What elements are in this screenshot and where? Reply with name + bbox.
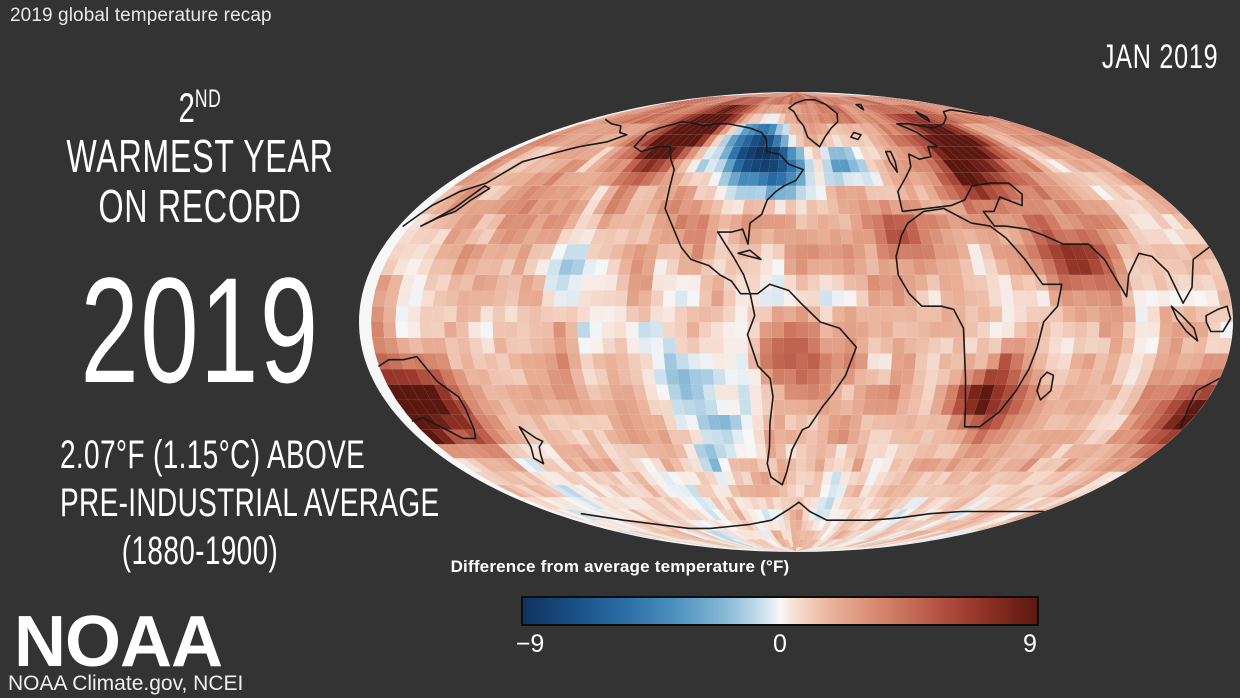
colorbar-tick-max: 9 bbox=[1023, 630, 1037, 658]
colorbar-gradient bbox=[521, 596, 1039, 626]
anomaly-line-1: 2.07°F (1.15°C) ABOVE bbox=[60, 433, 366, 477]
coastlines bbox=[378, 99, 1232, 530]
page-title: 2019 global temperature recap bbox=[10, 5, 272, 26]
rank-line-2: WARMEST YEAR bbox=[66, 130, 334, 182]
anomaly-grid-cells bbox=[371, 92, 1233, 552]
rank-suffix: ND bbox=[194, 85, 222, 113]
rank-number: 2 bbox=[178, 84, 195, 131]
year-display: 2019 bbox=[80, 246, 320, 414]
credit-line: NOAA Climate.gov, NCEI bbox=[8, 672, 244, 695]
colorbar-tick-min: −9 bbox=[515, 630, 545, 658]
colorbar-tick-mid: 0 bbox=[773, 630, 787, 658]
global-anomaly-map bbox=[352, 88, 1240, 556]
stats-panel: 2ND WARMEST YEAR ON RECORD 2019 2.07°F (… bbox=[0, 78, 440, 575]
noaa-logo: NOAA bbox=[14, 602, 223, 682]
anomaly-block: 2.07°F (1.15°C) ABOVE PRE-INDUSTRIAL AVE… bbox=[0, 431, 440, 575]
date-label: JAN 2019 bbox=[1101, 38, 1218, 76]
colorbar bbox=[521, 596, 1039, 626]
anomaly-line-2: PRE-INDUSTRIAL AVERAGE bbox=[60, 481, 440, 525]
rank-line-3: ON RECORD bbox=[98, 180, 302, 232]
anomaly-line-3: (1880-1900) bbox=[121, 529, 279, 573]
rank-line: 2ND bbox=[60, 78, 340, 129]
mollweide-globe bbox=[359, 92, 1233, 552]
colorbar-label: Difference from average temperature (°F) bbox=[450, 557, 790, 576]
